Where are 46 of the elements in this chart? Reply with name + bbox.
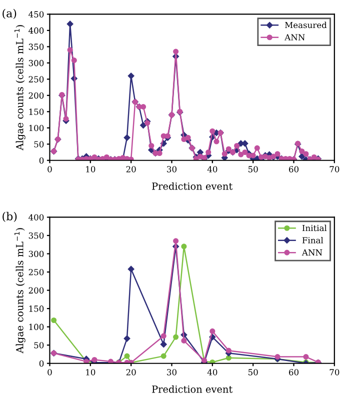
x-tick-label: 70 bbox=[330, 369, 340, 376]
x-tick-label: 40 bbox=[207, 166, 218, 172]
y-tick-label: 150 bbox=[29, 108, 44, 115]
x-tick-label: 60 bbox=[289, 166, 299, 172]
x-tick-label: 30 bbox=[167, 166, 176, 172]
y-tick-label: 350 bbox=[28, 232, 44, 239]
x-tick-label: 50 bbox=[248, 166, 258, 172]
y-tick-label: 0 bbox=[39, 157, 44, 164]
legend-label: ANN bbox=[284, 34, 305, 40]
text: (b) bbox=[2, 212, 17, 222]
y-tick-label: 50 bbox=[34, 342, 44, 348]
x-axis-title: Prediction event bbox=[152, 182, 233, 190]
x-tick-label: 0 bbox=[48, 166, 52, 172]
y-tick-label: 200 bbox=[28, 287, 44, 294]
y-tick-label: 250 bbox=[28, 269, 44, 276]
y-tick-label: 50 bbox=[34, 141, 44, 148]
text: (a) bbox=[2, 8, 16, 20]
x-tick-label: 10 bbox=[86, 369, 96, 376]
y-tick-label: 100 bbox=[29, 124, 44, 132]
x-tick-label: 30 bbox=[167, 369, 176, 376]
x-tick-label: 20 bbox=[126, 369, 136, 376]
x-tick-label: 60 bbox=[289, 369, 299, 376]
y-tick-label: 300 bbox=[28, 250, 44, 258]
legend-label: Measured bbox=[285, 22, 327, 28]
y-tick-label: 0 bbox=[39, 360, 44, 367]
x-tick-label: 10 bbox=[86, 166, 96, 172]
x-tick-label: 20 bbox=[126, 166, 136, 172]
x-tick-label: 40 bbox=[207, 369, 218, 376]
legend-label: Initial bbox=[302, 224, 327, 232]
y-tick-label: 400 bbox=[28, 214, 44, 220]
y-tick-label: 150 bbox=[29, 306, 44, 312]
x-tick-label: 70 bbox=[330, 166, 340, 172]
x-tick-label: 50 bbox=[248, 369, 258, 376]
y-tick-label: 450 bbox=[28, 11, 44, 18]
y-tick-label: 300 bbox=[28, 60, 44, 66]
y-tick-label: 100 bbox=[29, 324, 44, 330]
y-axis-title: Algae counts (cells mL$^{−1}$) bbox=[14, 25, 26, 150]
x-axis-title: Prediction event bbox=[152, 385, 233, 393]
y-tick-label: 400 bbox=[28, 27, 44, 34]
legend-label: Final bbox=[302, 236, 324, 244]
y-tick-label: 350 bbox=[28, 44, 44, 50]
x-tick-label: 0 bbox=[48, 369, 52, 376]
legend-label: ANN bbox=[302, 249, 322, 256]
y-axis-title: Algae counts (cells mL$^{−1}$) bbox=[14, 228, 26, 354]
y-tick-label: 200 bbox=[28, 92, 44, 99]
y-tick-label: 250 bbox=[28, 76, 44, 82]
